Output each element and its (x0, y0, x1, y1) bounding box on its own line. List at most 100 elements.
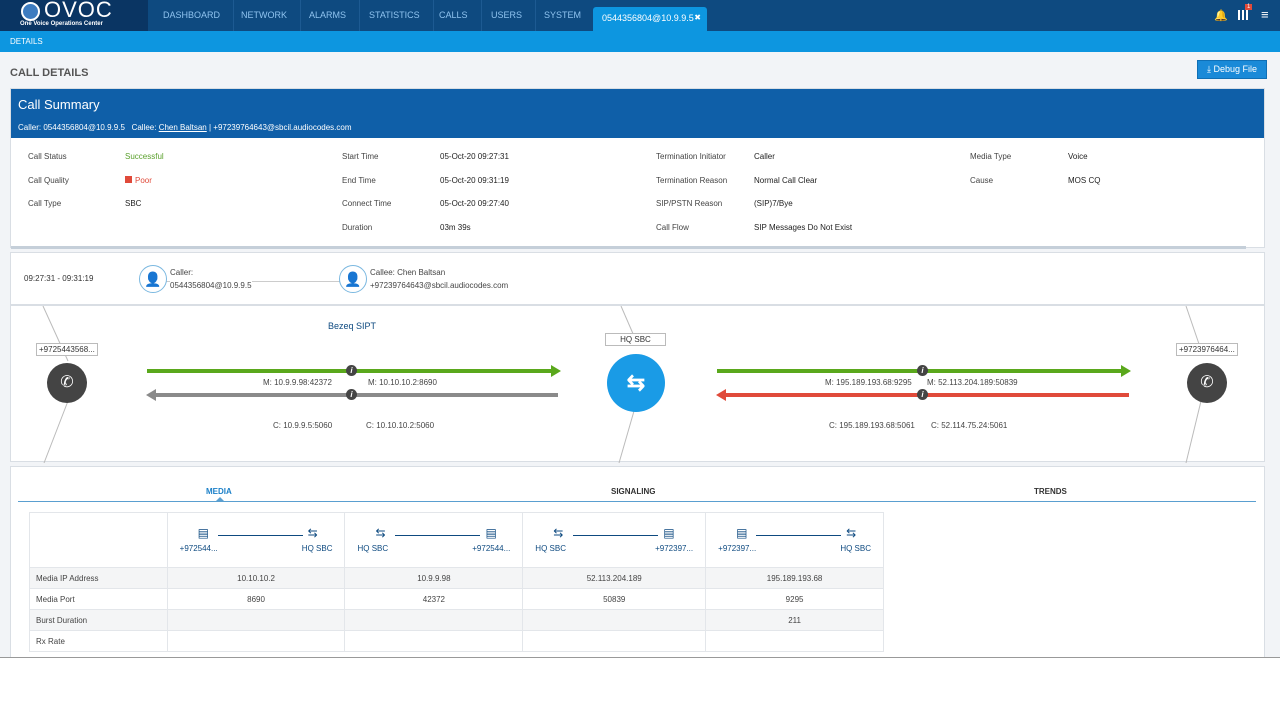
menu-icon[interactable]: ≡ (1261, 7, 1269, 22)
field-value: 05-Oct-20 09:31:19 (440, 176, 509, 185)
field-value: 05-Oct-20 09:27:31 (440, 152, 509, 161)
field-value: 03m 39s (440, 223, 471, 232)
info-icon[interactable]: i (346, 389, 357, 400)
phone-device-icon: ▤ (663, 526, 675, 540)
media-address: M: 10.10.10.2:8690 (368, 378, 437, 387)
table-cell: 8690 (166, 588, 346, 610)
call-summary-parties: Caller: 0544356804@10.9.9.5 Callee: Chen… (18, 123, 352, 132)
field-value: Voice (1068, 152, 1088, 161)
field-value-text: (SIP)7/Bye (754, 199, 793, 209)
field-label: Media Type (970, 152, 1012, 161)
field-label: Termination Initiator (656, 152, 726, 161)
info-icon[interactable]: i (917, 365, 928, 376)
stream-to: HQ SBC (840, 544, 871, 553)
info-icon[interactable]: i (346, 365, 357, 376)
field-value-text: 05-Oct-20 09:31:19 (440, 175, 509, 185)
nav-calls[interactable]: CALLS (426, 0, 482, 31)
grid-icon[interactable] (1238, 10, 1248, 20)
tab-trends[interactable]: TRENDS (1034, 487, 1067, 496)
info-icon[interactable]: i (917, 389, 928, 400)
control-address: C: 10.9.9.5:5060 (273, 421, 333, 430)
stream-from: HQ SBC (535, 544, 566, 553)
field-value: (SIP)7/Bye (754, 199, 793, 208)
stream-from: +972397... (718, 544, 757, 553)
callee-label: Callee: (131, 123, 157, 132)
table-cell: 50839 (522, 588, 707, 610)
field-label: Start Time (342, 152, 379, 161)
field-label: SIP/PSTN Reason (656, 199, 723, 209)
tab-media[interactable]: MEDIA (206, 487, 232, 496)
media-address: M: 52.113.204.189:50839 (927, 378, 1018, 387)
field-value-text: SBC (125, 199, 142, 209)
table-cell (344, 609, 524, 631)
caller-label: Caller: (170, 268, 194, 277)
field-label: Call Quality (28, 175, 69, 185)
field-label: Call Flow (656, 223, 689, 233)
field-label: End Time (342, 175, 376, 185)
arrowhead (1121, 365, 1131, 377)
direction-arrow (756, 535, 842, 536)
callee-name-link[interactable]: Chen Baltsan (158, 123, 207, 132)
table-cell: 211 (705, 609, 884, 631)
nav-dashboard[interactable]: DASHBOARD (150, 0, 235, 31)
table-cell (522, 609, 707, 631)
bottom-border (0, 657, 1280, 658)
nav-alarms[interactable]: ALARMS (296, 0, 361, 31)
bell-icon[interactable]: 🔔 (1214, 10, 1228, 22)
field-value: 05-Oct-20 09:27:40 (440, 199, 509, 208)
table-cell (522, 630, 707, 652)
table-cell: 10.9.9.98 (344, 567, 524, 589)
tabs-underline (18, 501, 1256, 502)
field-value-text: Poor (135, 175, 152, 185)
direction-arrow (217, 535, 303, 536)
notification-badge: 1 (1245, 4, 1253, 10)
field-label: Connect Time (342, 199, 392, 209)
tab-call[interactable]: 0544356804@10.9.9.5 ✖ (593, 7, 707, 31)
field-value-text: 03m 39s (440, 223, 471, 233)
debug-file-button[interactable]: ⤓ Debug File (1197, 60, 1267, 79)
field-label: Termination Reason (656, 175, 728, 185)
left-phone-icon[interactable]: ✆ (47, 363, 87, 403)
phone-device-icon: ▤ (736, 526, 748, 540)
stream-from: +972544... (179, 544, 218, 553)
control-address: C: 10.10.10.2:5060 (366, 421, 435, 430)
caller-value: 0544356804@10.9.9.5 (170, 281, 252, 290)
field-value: Normal Call Clear (754, 176, 817, 185)
sbc-icon[interactable]: ⇆ (607, 354, 665, 412)
field-value-text: SIP Messages Do Not Exist (754, 223, 853, 233)
table-cell: 42372 (344, 588, 524, 610)
nav-system[interactable]: SYSTEM (544, 10, 582, 20)
field-value: Caller (754, 152, 775, 161)
stream-to: +972544... (472, 544, 511, 553)
right-phone-icon[interactable]: ✆ (1187, 363, 1227, 403)
sub-nav: DETAILS (0, 31, 1280, 52)
field-value-text: 05-Oct-20 09:27:40 (440, 199, 509, 209)
arrowhead (146, 389, 156, 401)
callee-avatar-icon: 👤 (339, 265, 367, 293)
page-title: CALL DETAILS (10, 67, 89, 79)
field-value-text: MOS CQ (1068, 175, 1101, 185)
arrowhead (551, 365, 561, 377)
stream-to: HQ SBC (301, 544, 333, 553)
field-value: SIP Messages Do Not Exist (754, 223, 852, 232)
tab-signaling[interactable]: SIGNALING (611, 487, 656, 496)
left-endpoint-label: +9725443568... (36, 343, 98, 356)
close-icon[interactable]: ✖ (694, 13, 701, 22)
field-value: Successful (125, 152, 164, 161)
row-label: Media IP Address (29, 567, 168, 589)
sbc-icon: ⇆ (307, 526, 318, 540)
media-address: M: 10.9.9.98:42372 (263, 378, 332, 387)
field-label: Call Status (28, 152, 67, 161)
nav-users[interactable]: USERS (478, 0, 537, 31)
nav-network[interactable]: NETWORK (228, 0, 301, 31)
nav-statistics[interactable]: STATISTICS (356, 0, 434, 31)
logo[interactable]: OVOC One Voice Operations Center (0, 0, 148, 31)
details-tabs-panel: MEDIA SIGNALING TRENDS ▤ ⇆ +972544... HQ SB… (10, 466, 1265, 657)
field-value-text: Normal Call Clear (754, 175, 818, 185)
call-summary-header: Call Summary Caller: 0544356804@10.9.9.5… (11, 89, 1264, 138)
table-cell (705, 630, 884, 652)
direction-arrow (395, 535, 481, 536)
media-address: M: 195.189.193.68:9295 (825, 378, 912, 387)
subnav-details[interactable]: DETAILS (10, 37, 43, 46)
table-row: Media IP Address 10.10.10.2 10.9.9.98 52.11… (29, 567, 884, 589)
